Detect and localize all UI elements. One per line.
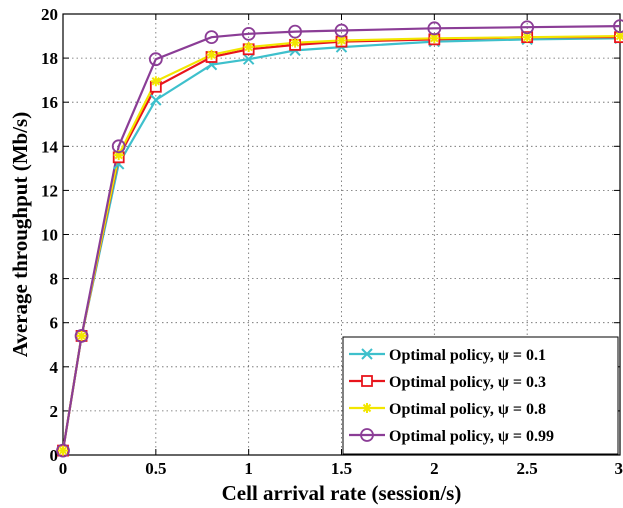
data-point-stroke (337, 36, 346, 45)
x-tick-label: 1.5 (331, 459, 352, 478)
data-point (204, 30, 219, 45)
data-point (74, 329, 89, 343)
data-point (288, 24, 302, 39)
data-point-stroke (151, 77, 161, 86)
data-point-stroke (77, 331, 86, 341)
data-point (334, 23, 349, 38)
data-point-stroke (58, 446, 68, 455)
data-point (520, 20, 535, 35)
y-tick-label: 18 (41, 49, 58, 68)
y-tick-label: 2 (50, 402, 59, 421)
legend-marker-stroke (361, 348, 373, 360)
x-tick-label: 2 (430, 459, 439, 478)
data-point (243, 42, 254, 53)
data-point-stroke (290, 38, 300, 47)
y-tick-label: 12 (41, 181, 58, 200)
y-tick-label: 16 (41, 93, 58, 112)
data-point (429, 33, 440, 44)
data-point (613, 19, 623, 34)
data-point-stroke (615, 31, 623, 41)
data-point (150, 94, 162, 106)
data-point (336, 35, 347, 46)
data-point-stroke (522, 32, 532, 42)
x-tick-label: 0.5 (145, 459, 166, 478)
legend-marker (362, 403, 372, 413)
y-tick-label: 8 (50, 270, 59, 289)
y-tick-label: 4 (50, 358, 59, 377)
legend-label: Optimal policy, ψ = 0.1 (389, 347, 546, 364)
legend-marker (361, 375, 373, 387)
legend-label: Optimal policy, ψ = 0.8 (389, 401, 546, 418)
axis-ticks (62, 13, 621, 456)
x-tick-labels: 0 0.5 1 1.5 2 2.5 3 (59, 459, 623, 478)
data-point-stroke (207, 50, 216, 59)
x-tick-label: 0 (59, 459, 68, 478)
legend-marker (360, 428, 374, 442)
x-tick-label: 3 (615, 459, 623, 478)
data-point (76, 330, 87, 341)
data-point (206, 49, 217, 60)
y-tick-label: 20 (41, 5, 58, 24)
data-point (427, 21, 442, 36)
data-point (290, 37, 301, 48)
y-axis-title: Average throughput (Mb/s) (8, 112, 32, 357)
data-point-stroke (150, 94, 162, 106)
series-line-4 (61, 25, 621, 451)
data-point (58, 445, 68, 456)
data-point (56, 443, 70, 458)
x-tick-label: 1 (244, 459, 253, 478)
y-tick-label: 6 (50, 314, 59, 333)
y-tick-labels: 0 2 4 6 8 10 12 14 16 18 20 (41, 5, 59, 465)
y-tick-label: 10 (41, 226, 58, 245)
legend-box (342, 336, 619, 455)
data-point (242, 53, 255, 65)
x-axis-title: Cell arrival rate (session/s) (222, 481, 462, 505)
y-tick-label: 0 (50, 446, 59, 465)
legend-label: Optimal policy, ψ = 0.3 (389, 374, 546, 391)
data-point (241, 26, 256, 41)
y-tick-label: 14 (41, 137, 59, 156)
legend-marker (361, 348, 373, 360)
x-tick-label: 2.5 (517, 459, 538, 478)
data-point-stroke (242, 53, 255, 65)
data-point (148, 52, 163, 67)
series-markers (56, 19, 623, 458)
series-3-markers (58, 31, 623, 456)
data-point-stroke (430, 34, 439, 43)
series-4-markers (56, 19, 623, 458)
data-point (111, 139, 126, 154)
data-point (150, 76, 161, 87)
legend-label: Optimal policy, ψ = 0.99 (389, 428, 554, 445)
legend-marker-stroke (362, 403, 372, 413)
legend: Optimal policy, ψ = 0.1 Optimal policy, ψ… (342, 336, 619, 455)
data-point-stroke (244, 42, 253, 52)
